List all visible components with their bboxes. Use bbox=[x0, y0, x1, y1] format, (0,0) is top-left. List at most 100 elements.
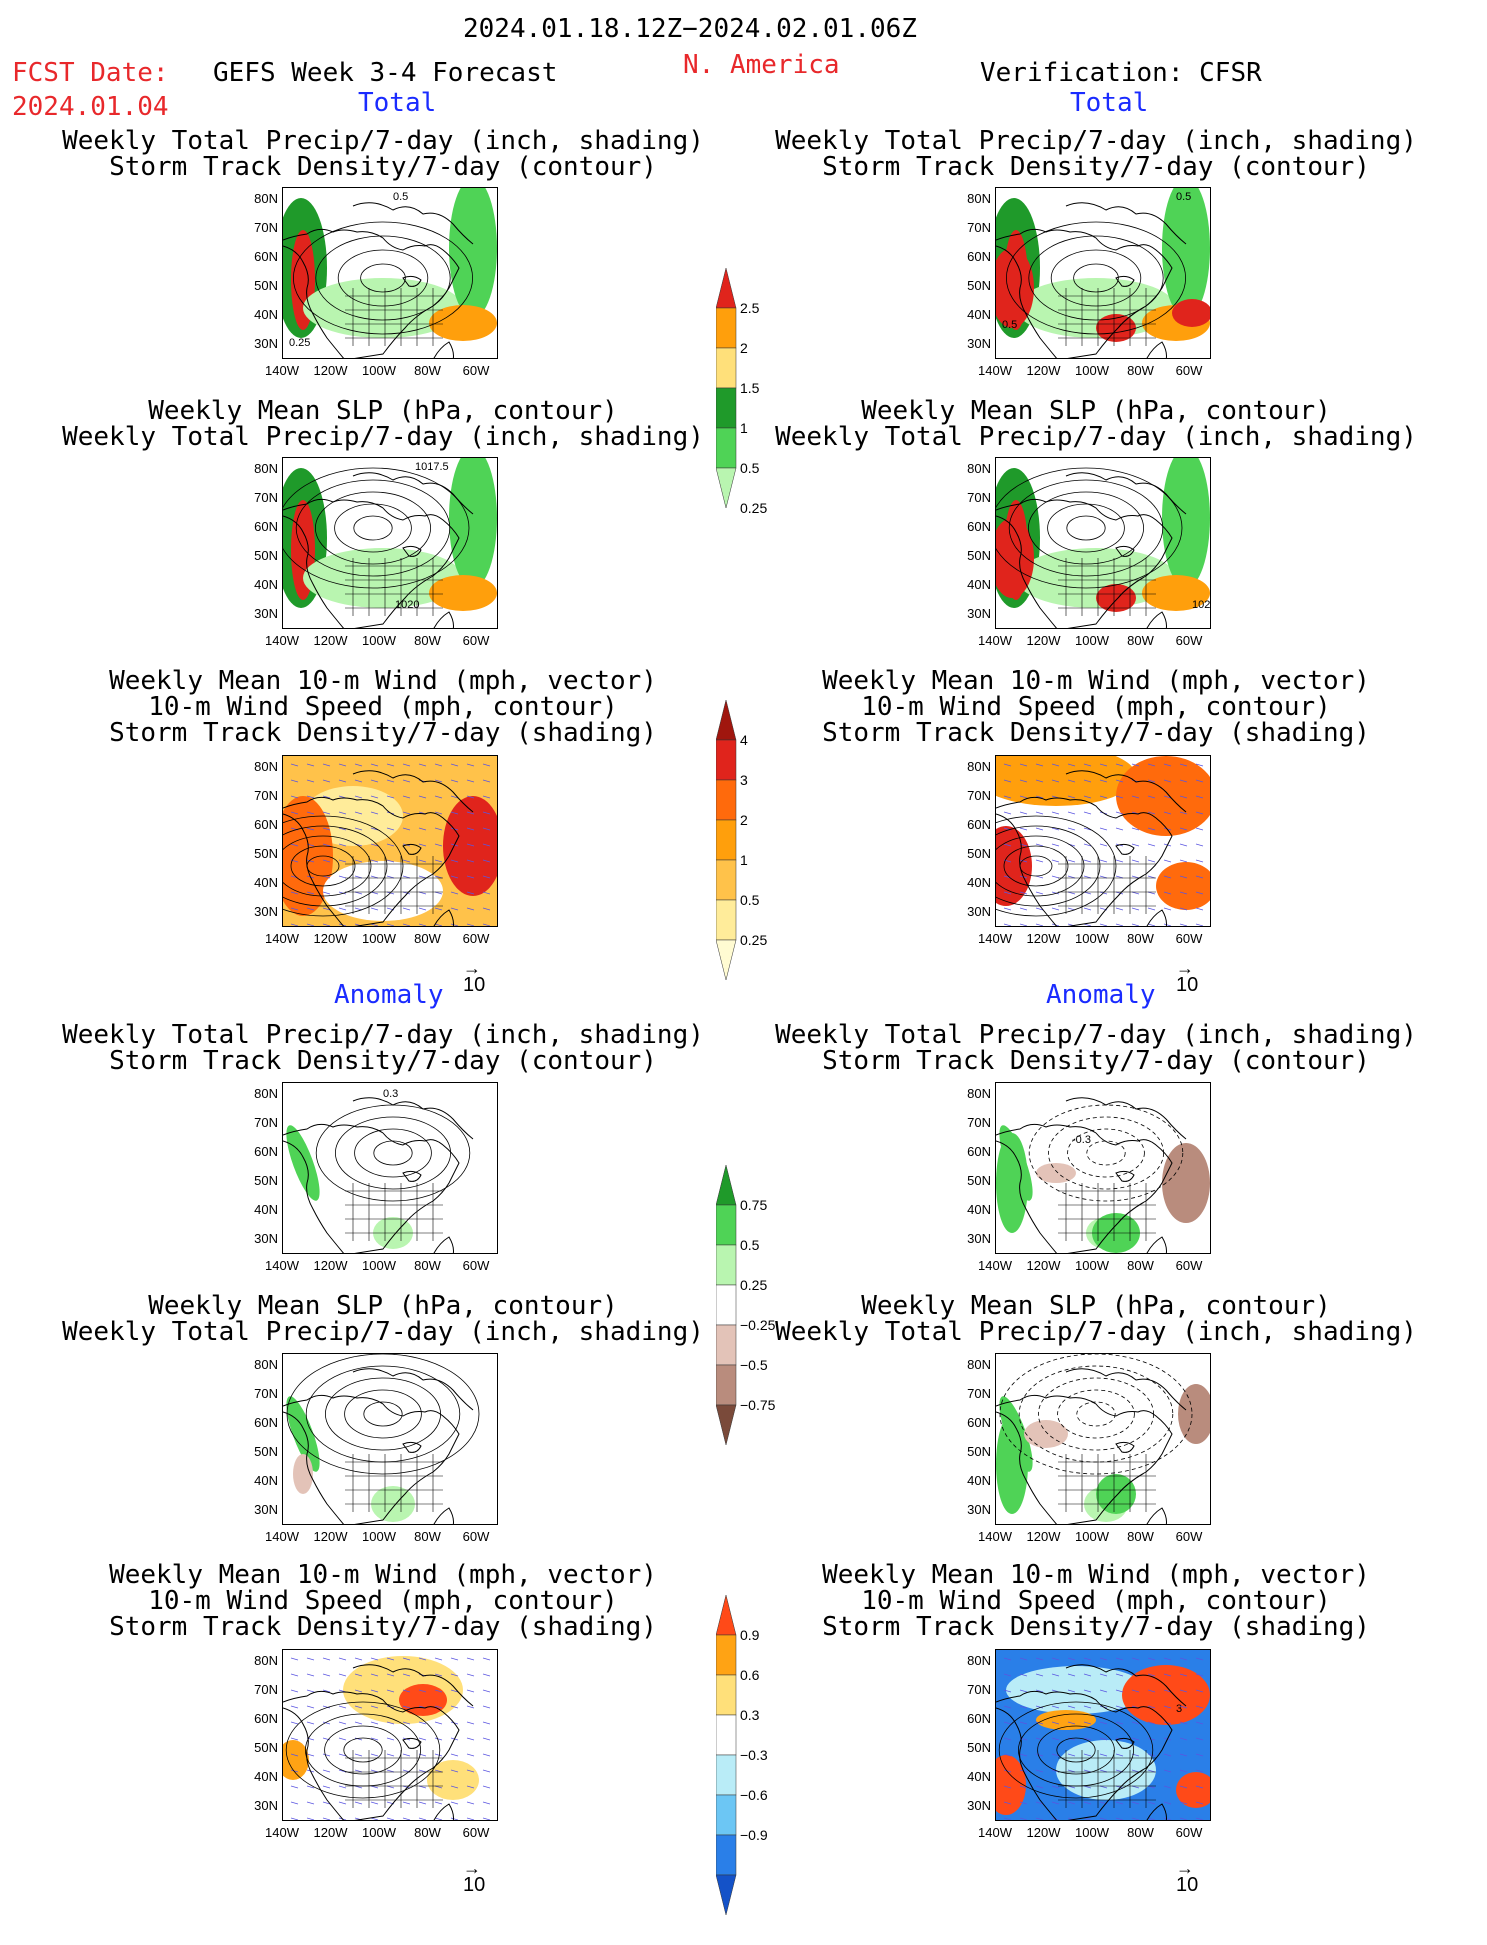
lat-tick-label: 50N bbox=[967, 548, 991, 563]
contour-label: 0.3 bbox=[383, 1088, 398, 1100]
contour-label: 3 bbox=[1176, 1703, 1182, 1715]
coastline bbox=[283, 1368, 474, 1524]
lat-tick-label: 40N bbox=[254, 1769, 278, 1784]
lon-tick-label: 140W bbox=[265, 1529, 299, 1544]
state-borders bbox=[345, 1750, 443, 1808]
state-borders bbox=[345, 856, 443, 914]
lat-tick-label: 30N bbox=[254, 904, 278, 919]
lat-tick-label: 60N bbox=[967, 1144, 991, 1159]
colorbar-swatch bbox=[716, 347, 737, 389]
contour-lines bbox=[286, 1354, 480, 1475]
map-r6-right: 3 bbox=[995, 1649, 1211, 1821]
precip-anomaly-shading bbox=[293, 1454, 313, 1494]
precip-shading bbox=[303, 278, 463, 338]
lat-tick-label: 50N bbox=[254, 846, 278, 861]
forecast-name: GEFS Week 3-4 Forecast bbox=[213, 58, 558, 88]
storm-anomaly-shading bbox=[1122, 1665, 1210, 1725]
wind-vectors bbox=[1003, 1657, 1204, 1820]
lat-tick-label: 80N bbox=[967, 759, 991, 774]
colorbar-tick-label: 1 bbox=[740, 852, 748, 868]
title-line: Storm Track Density/7-day (shading) bbox=[109, 718, 657, 748]
panel-title-r5-right: Weekly Mean SLP (hPa, contour) Weekly To… bbox=[736, 1293, 1456, 1345]
lat-tick-label: 70N bbox=[967, 1115, 991, 1130]
lon-tick-label: 80W bbox=[414, 1258, 441, 1273]
colorbar-precip_anom bbox=[716, 1165, 737, 1446]
lat-tick-label: 30N bbox=[967, 1798, 991, 1813]
lat-tick-label: 80N bbox=[967, 1653, 991, 1668]
storm-shading bbox=[1116, 756, 1210, 836]
lon-tick-label: 60W bbox=[462, 633, 490, 648]
lon-tick-label: 140W bbox=[978, 1825, 1012, 1840]
lat-tick-label: 40N bbox=[967, 307, 991, 322]
coastline bbox=[996, 1097, 1187, 1253]
vector-ref-r3-right: → 10 bbox=[1176, 958, 1199, 996]
colorbar-tick-label: −0.9 bbox=[740, 1827, 768, 1843]
title-line: Weekly Total Precip/7-day (inch, shading… bbox=[775, 1020, 1417, 1050]
contour-lines bbox=[1006, 221, 1186, 335]
storm-anomaly-shading bbox=[1176, 1772, 1210, 1808]
lat-tick-label: 80N bbox=[254, 1357, 278, 1372]
lon-tick-label: 120W bbox=[1026, 1529, 1061, 1544]
colorbar-tick-label: 0.5 bbox=[740, 892, 760, 908]
colorbar-swatch bbox=[716, 700, 737, 741]
title-line: Storm Track Density/7-day (shading) bbox=[822, 1612, 1370, 1642]
contour-lines bbox=[996, 467, 1183, 589]
lat-tick-label: 50N bbox=[254, 1740, 278, 1755]
colorbar-swatch bbox=[716, 1874, 737, 1916]
colorbar-storm_total bbox=[716, 700, 737, 981]
storm-anomaly-shading bbox=[1006, 1666, 1146, 1714]
lat-tick-label: 40N bbox=[254, 1202, 278, 1217]
panel-title-r5-left: Weekly Mean SLP (hPa, contour) Weekly To… bbox=[23, 1293, 743, 1345]
colorbar-swatch bbox=[716, 1244, 737, 1286]
title-line: Weekly Mean SLP (hPa, contour) bbox=[861, 1291, 1331, 1321]
lon-tick-label: 80W bbox=[414, 363, 441, 378]
storm-shading bbox=[443, 796, 497, 896]
lon-tick-label: 100W bbox=[362, 1825, 396, 1840]
precip-shading bbox=[429, 575, 497, 611]
title-line: Storm Track Density/7-day (contour) bbox=[822, 1046, 1370, 1076]
map-r5-left bbox=[282, 1353, 498, 1525]
precip-shading bbox=[996, 248, 1034, 328]
title-line: Weekly Mean SLP (hPa, contour) bbox=[148, 1291, 618, 1321]
lat-tick-label: 80N bbox=[967, 1086, 991, 1101]
lon-tick-label: 80W bbox=[1127, 931, 1154, 946]
lon-tick-label: 80W bbox=[1127, 1529, 1154, 1544]
lat-tick-label: 30N bbox=[967, 1231, 991, 1246]
precip-shading bbox=[1096, 584, 1136, 612]
colorbar-swatch bbox=[716, 1754, 737, 1796]
contour-lines bbox=[283, 815, 404, 917]
colorbar-swatch bbox=[716, 1794, 737, 1836]
precip-shading bbox=[1016, 278, 1176, 338]
coastline bbox=[283, 472, 474, 628]
precip-shading bbox=[303, 548, 463, 608]
lat-tick-label: 50N bbox=[967, 1740, 991, 1755]
coastline bbox=[283, 770, 474, 926]
colorbar-swatch bbox=[716, 899, 737, 941]
lat-tick-label: 30N bbox=[254, 1231, 278, 1246]
state-borders bbox=[1058, 558, 1156, 616]
title-line: Weekly Total Precip/7-day (inch, shading… bbox=[62, 422, 704, 452]
lat-tick-label: 40N bbox=[967, 875, 991, 890]
title-line: Weekly Mean SLP (hPa, contour) bbox=[861, 396, 1331, 426]
colorbar-swatch bbox=[716, 1595, 737, 1636]
map-r2-left: 1017.5 1020 bbox=[282, 457, 498, 629]
lon-tick-label: 140W bbox=[265, 931, 299, 946]
contour-label: 0.25 bbox=[289, 337, 310, 349]
lat-tick-label: 70N bbox=[254, 1386, 278, 1401]
colorbar-swatch bbox=[716, 1714, 737, 1756]
lon-tick-label: 120W bbox=[1026, 1825, 1061, 1840]
state-borders bbox=[1058, 288, 1156, 346]
vector-ref-r3-left: → 10 bbox=[463, 958, 486, 996]
lon-tick-label: 60W bbox=[1175, 363, 1203, 378]
precip-shading bbox=[449, 458, 497, 588]
panel-title-r2-left: Weekly Mean SLP (hPa, contour) Weekly To… bbox=[23, 398, 743, 450]
lat-tick-label: 60N bbox=[254, 249, 278, 264]
title-line: 10-m Wind Speed (mph, contour) bbox=[148, 1586, 618, 1616]
storm-anomaly-shading bbox=[283, 1740, 309, 1780]
colorbar-tick-label: 0.5 bbox=[740, 460, 760, 476]
title-line: 10-m Wind Speed (mph, contour) bbox=[861, 1586, 1331, 1616]
precip-shading bbox=[1172, 299, 1210, 327]
panel-title-r3-right: Weekly Mean 10-m Wind (mph, vector) 10-m… bbox=[736, 668, 1456, 746]
precip-anomaly-shading bbox=[286, 1396, 320, 1472]
lat-tick-label: 50N bbox=[967, 1173, 991, 1188]
